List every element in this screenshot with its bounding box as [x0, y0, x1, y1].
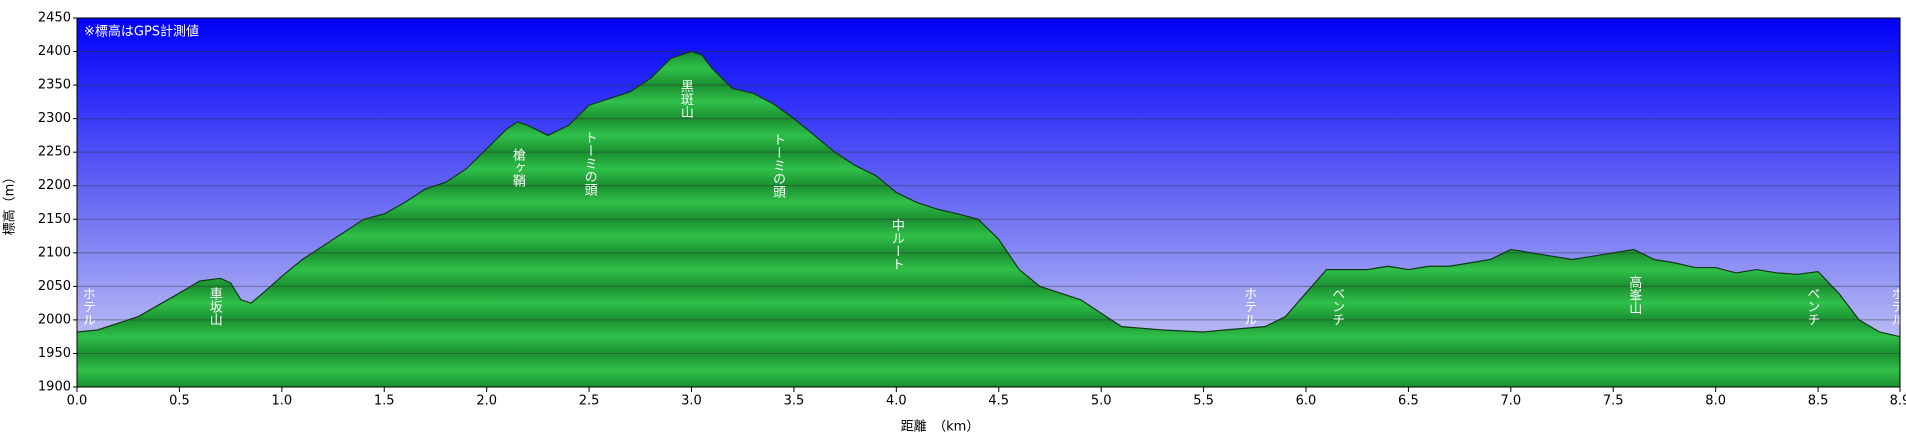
x-tick-label: 6.0	[1296, 394, 1317, 409]
annotation: トーミの頭	[770, 133, 786, 198]
x-tick-label: 8.0	[1705, 394, 1726, 409]
x-tick-label: 6.5	[1398, 394, 1419, 409]
note: ※標高はGPS計測値	[84, 24, 199, 40]
x-tick-label: 8.9	[1890, 394, 1906, 409]
x-tick-label: 2.0	[476, 394, 497, 409]
y-tick-label: 1900	[38, 380, 71, 395]
x-tick-label: 5.0	[1091, 394, 1112, 409]
y-tick-label: 2250	[38, 145, 71, 160]
y-tick-label: 2050	[38, 279, 71, 294]
annotation: 黒斑山	[678, 80, 694, 119]
annotation: ホテル	[1241, 287, 1256, 326]
x-tick-label: 8.5	[1808, 394, 1829, 409]
y-tick-label: 2400	[38, 44, 71, 59]
annotation: 槍ヶ鞘	[510, 148, 526, 187]
y-tick-label: 2450	[38, 11, 71, 26]
y-tick-label: 2300	[38, 111, 71, 126]
x-axis-label: 距離 （km）	[901, 420, 980, 435]
annotation: 高峯山	[1626, 275, 1642, 315]
x-tick-label: 2.5	[579, 394, 600, 409]
x-tick-label: 3.0	[681, 394, 702, 409]
x-tick-label: 1.5	[374, 394, 395, 409]
annotation: 中ルート	[889, 218, 904, 270]
annotation: ホテル	[80, 287, 95, 326]
annotation: ベンチ	[1329, 287, 1345, 326]
x-tick-label: 7.0	[1500, 394, 1521, 409]
plot-frame	[76, 17, 1901, 388]
x-tick-label: 0.0	[67, 394, 88, 409]
y-tick-label: 2200	[38, 178, 71, 193]
x-tick-label: 4.5	[988, 394, 1009, 409]
x-tick-label: 0.5	[169, 394, 190, 409]
y-tick-label: 2100	[38, 245, 71, 260]
x-tick-label: 5.5	[1193, 394, 1214, 409]
y-tick-label: 2000	[38, 312, 71, 327]
annotation: ベンチ	[1804, 287, 1820, 326]
x-tick-label: 3.5	[784, 394, 805, 409]
elevation-area	[76, 50, 1901, 338]
x-tick-label: 4.0	[886, 394, 907, 409]
y-tick-label: 2350	[38, 78, 71, 93]
y-tick-label: 2150	[38, 212, 71, 227]
elevation-fill	[77, 51, 1900, 387]
annotation: トーミの頭	[582, 131, 598, 196]
annotation: 車坂山	[207, 287, 223, 326]
y-tick-label: 1950	[38, 346, 71, 361]
x-tick-label: 1.0	[271, 394, 292, 409]
x-tick-label: 7.5	[1603, 394, 1624, 409]
y-axis-label: 標高（m）	[2, 171, 18, 236]
annotation: ホテル	[1888, 287, 1903, 326]
